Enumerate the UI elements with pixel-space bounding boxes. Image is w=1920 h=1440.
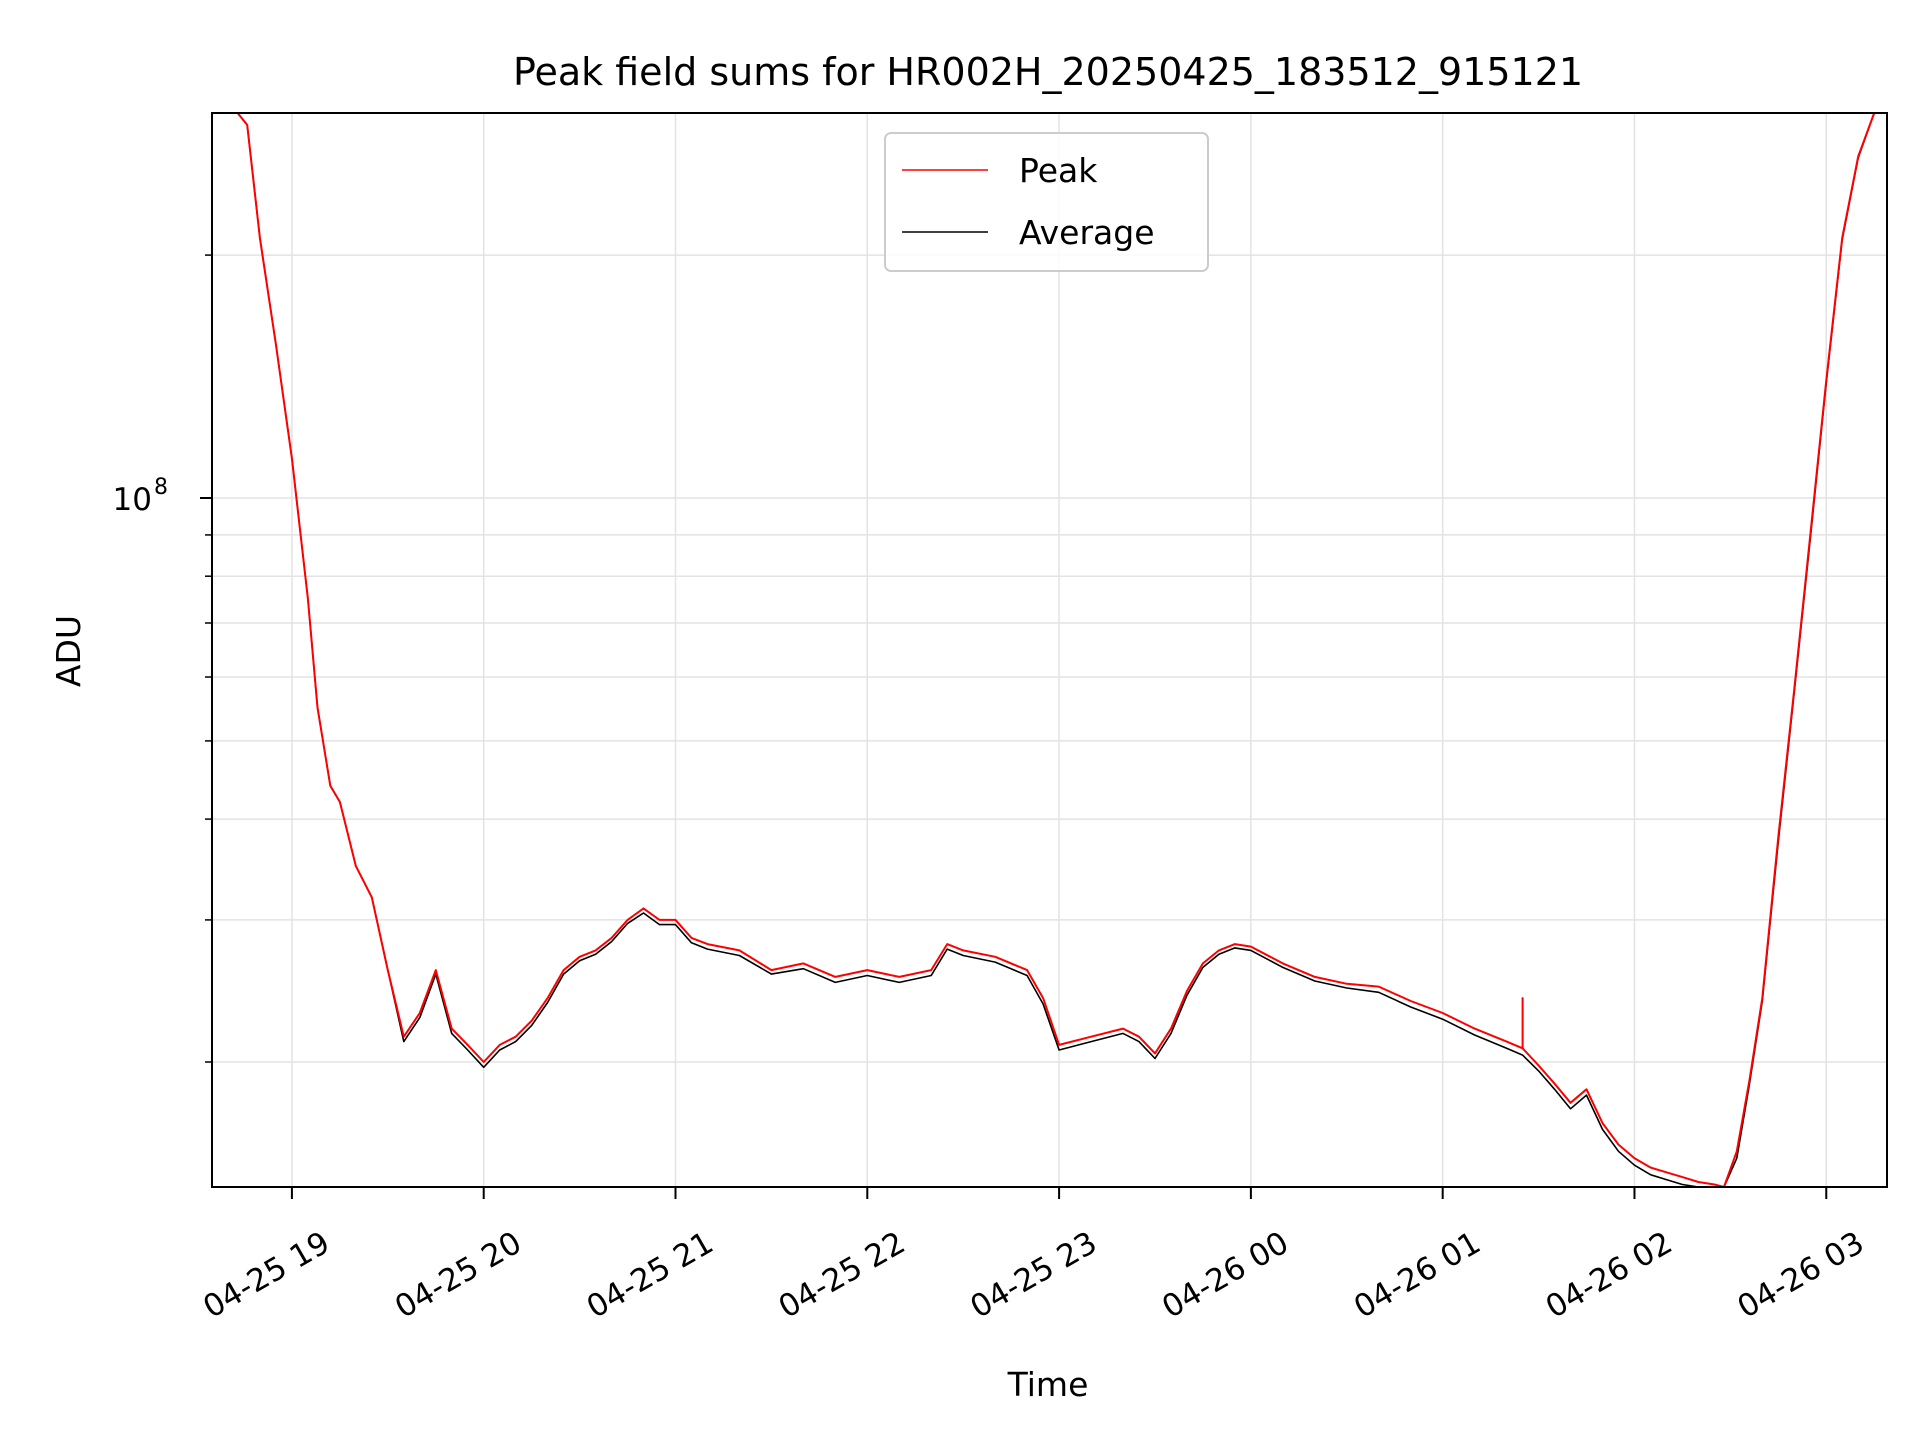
y-axis-label: ADU bbox=[49, 615, 88, 687]
legend-label-average: Average bbox=[1019, 213, 1155, 252]
y-tick-label-base: 10 bbox=[113, 482, 152, 518]
legend-label-peak: Peak bbox=[1019, 151, 1098, 190]
series-line-peak bbox=[212, 112, 1887, 1188]
series-layer bbox=[212, 112, 1887, 1188]
y-axis: 10 8 bbox=[113, 254, 212, 1063]
x-axis-label: Time bbox=[1007, 1365, 1089, 1404]
chart-title: Peak field sums for HR002H_20250425_1835… bbox=[513, 50, 1583, 94]
plot-frame bbox=[211, 112, 1888, 1188]
grid bbox=[212, 113, 1887, 1187]
legend-box bbox=[884, 132, 1209, 272]
legend: Peak Average bbox=[884, 132, 1209, 272]
y-tick-label-exponent: 8 bbox=[154, 475, 168, 500]
series-line-average bbox=[212, 112, 1887, 1188]
